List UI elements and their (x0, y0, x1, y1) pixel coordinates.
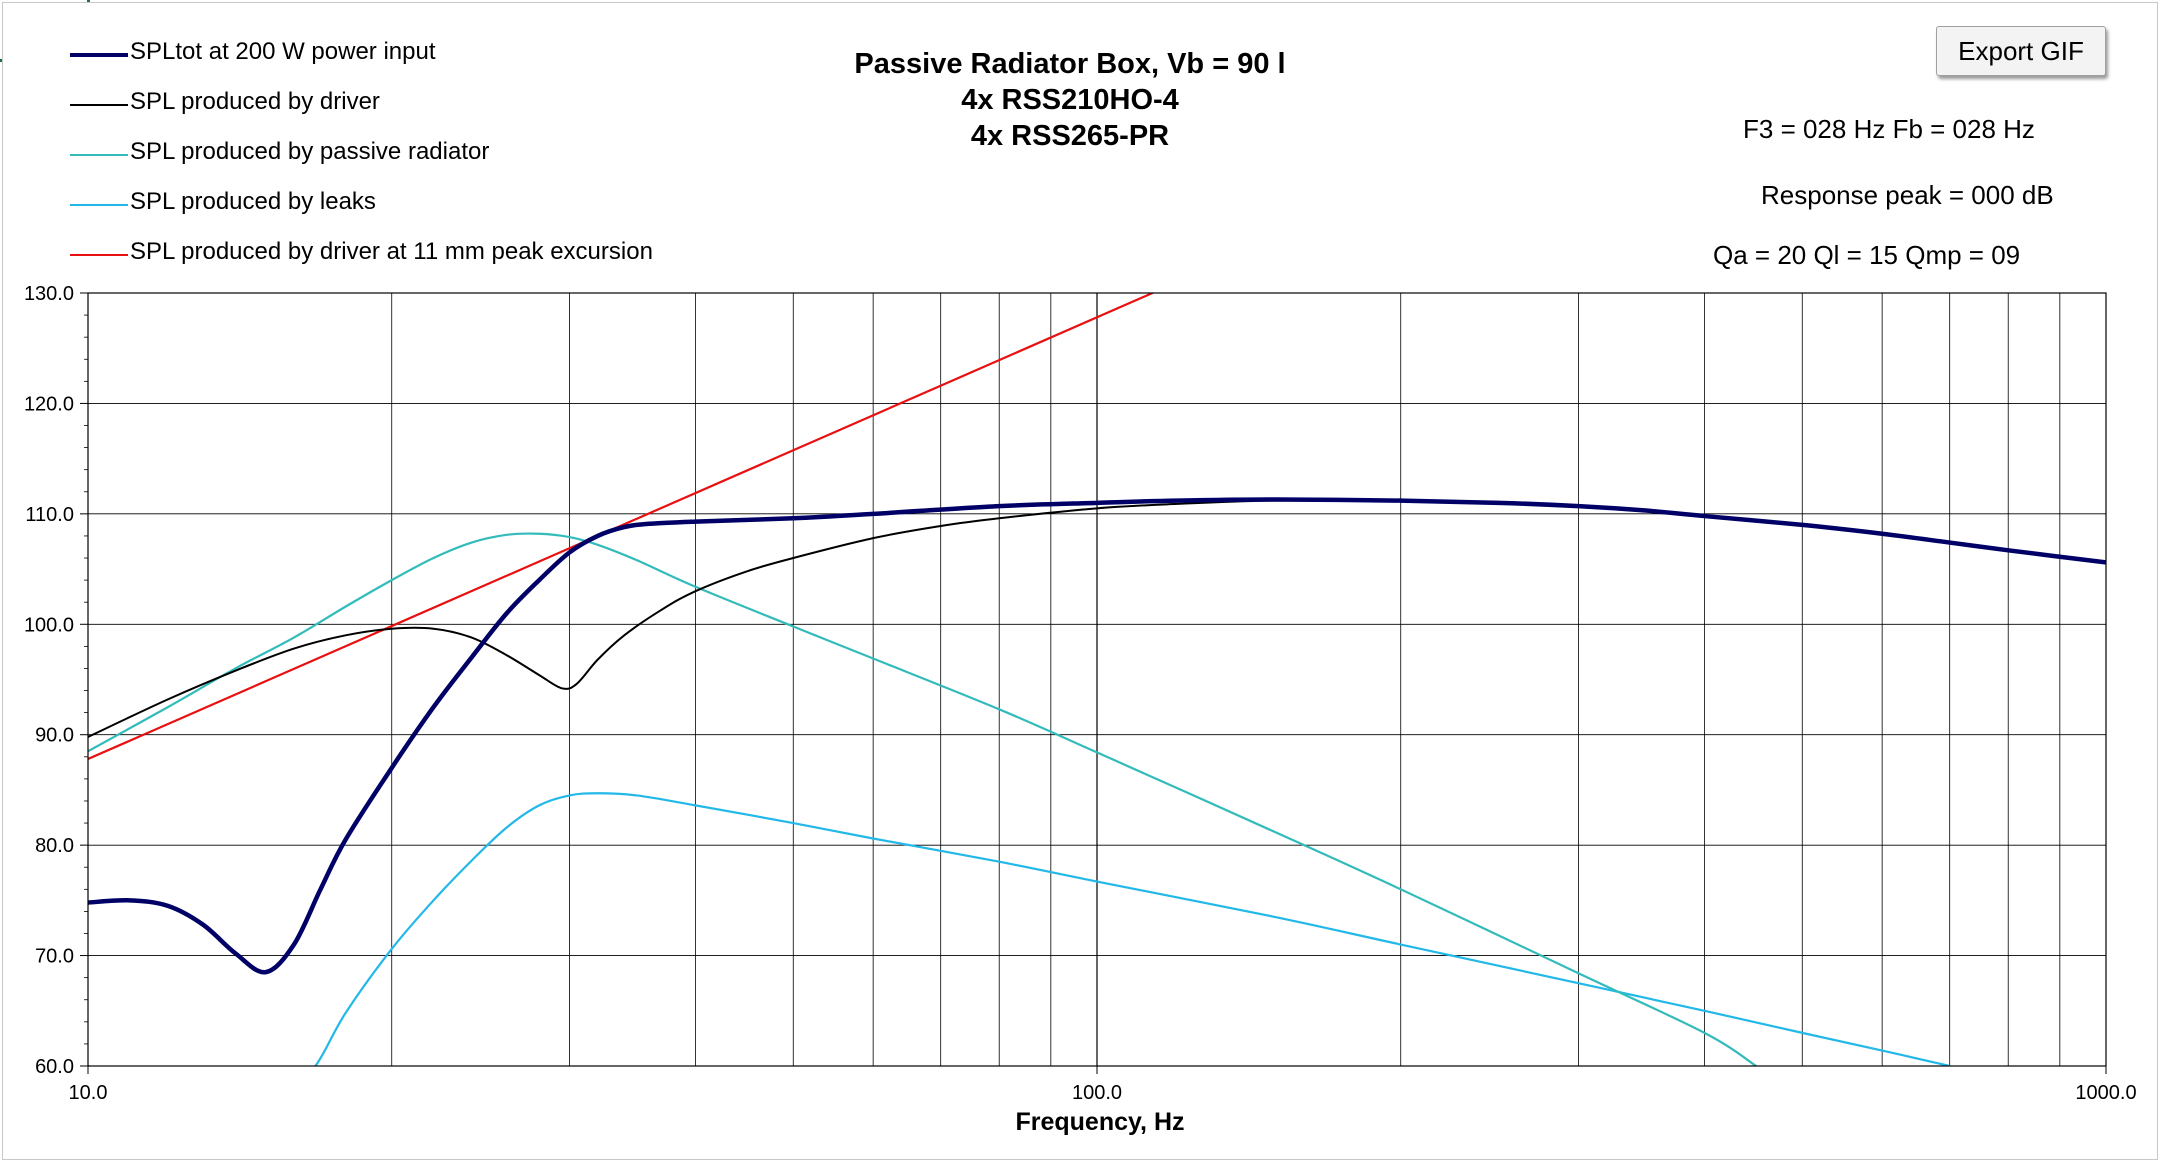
y-tick-label: 90.0 (35, 725, 74, 747)
grid-minor (391, 293, 2061, 1066)
response-peak-readout: Response peak = 000 dB (1761, 180, 2054, 210)
series-line-passive-radiator (88, 532, 1758, 1066)
series-line-leaks (88, 792, 1951, 1066)
x-tick-label: 10.0 (69, 1082, 108, 1104)
f3-fb-readout: F3 = 028 Hz Fb = 028 Hz (1743, 114, 2035, 144)
y-tick-label: 120.0 (24, 393, 74, 415)
chart-title-line-2: 4x RSS210HO-4 (961, 84, 1179, 116)
legend-swatch-leaks (70, 204, 128, 206)
legend-label-passive-radiator: SPL produced by passive radiator (130, 138, 490, 165)
legend-swatch-excursion (70, 254, 128, 256)
legend-label-driver: SPL produced by driver (130, 88, 380, 115)
y-tick-label: 130.0 (24, 283, 74, 305)
x-axis-title: Frequency, Hz (1015, 1108, 1185, 1136)
chart-title-line-1: Passive Radiator Box, Vb = 90 l (854, 48, 1286, 80)
y-tick-label: 110.0 (25, 504, 74, 526)
y-tick-label: 80.0 (35, 835, 74, 857)
x-tick-label: 1000.0 (2075, 1082, 2136, 1104)
chart-title-line-3: 4x RSS265-PR (970, 120, 1170, 152)
x-tick-label: 100.0 (1072, 1082, 1122, 1104)
y-tick-label: 70.0 (35, 946, 74, 968)
ticks-layer: 60.0 70.0 80.0 90.0 100.0 110.0 120.0 130.0 10.0… (24, 283, 2137, 1104)
y-tick-label: 60.0 (35, 1056, 74, 1078)
q-values-readout: Qa = 20 Ql = 15 Qmp = 09 (1713, 240, 2021, 270)
legend-swatch-spltot (70, 53, 128, 57)
series-line-spltot (88, 497, 2106, 975)
legend-item-driver: SPL produced by driver (70, 84, 770, 124)
legend-swatch-driver (70, 104, 128, 106)
legend-item-passive-radiator: SPL produced by passive radiator (70, 134, 770, 174)
series-layer (88, 293, 2106, 1066)
legend-item-excursion: SPL produced by driver at 11 mm peak exc… (70, 234, 770, 274)
legend-item-spltot: SPLtot at 200 W power input (70, 34, 770, 74)
legend-swatch-passive-radiator (70, 154, 128, 156)
export-gif-button[interactable]: Export GIF (1936, 26, 2106, 76)
legend-label-spltot: SPLtot at 200 W power input (130, 38, 436, 65)
legend-label-leaks: SPL produced by leaks (130, 188, 376, 215)
legend-label-excursion: SPL produced by driver at 11 mm peak exc… (130, 238, 653, 265)
y-tick-label: 100.0 (24, 614, 74, 636)
legend-item-leaks: SPL produced by leaks (70, 184, 770, 224)
